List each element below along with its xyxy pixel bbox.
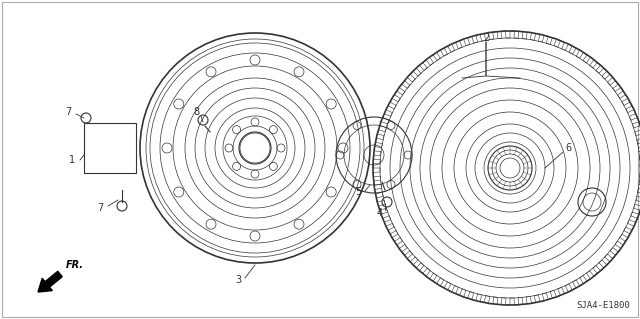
Text: 7: 7 — [65, 107, 71, 117]
Text: 5: 5 — [355, 187, 361, 197]
Text: 6: 6 — [565, 143, 571, 153]
Text: 4: 4 — [377, 208, 383, 218]
Text: FR.: FR. — [66, 260, 84, 270]
FancyArrow shape — [38, 271, 62, 292]
Text: 8: 8 — [193, 107, 199, 117]
Bar — [84, 123, 136, 173]
Text: 2: 2 — [483, 33, 489, 43]
Text: 1: 1 — [69, 155, 75, 165]
Text: SJA4-E1800: SJA4-E1800 — [576, 301, 630, 310]
Text: 7: 7 — [97, 203, 103, 213]
Text: 3: 3 — [235, 275, 241, 285]
